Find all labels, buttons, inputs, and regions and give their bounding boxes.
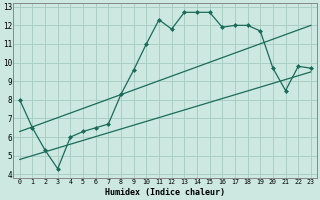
X-axis label: Humidex (Indice chaleur): Humidex (Indice chaleur) xyxy=(105,188,225,197)
